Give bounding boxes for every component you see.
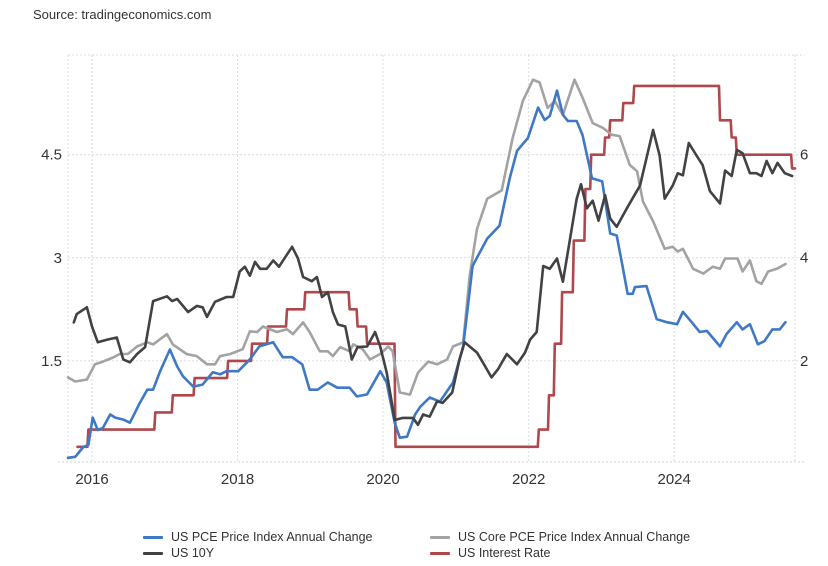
y-right-tick-label: 6 [800, 147, 808, 164]
source-label: Source: tradingeconomics.com [33, 7, 212, 22]
legend-swatch-pce [143, 535, 163, 539]
legend-item-pce[interactable]: US PCE Price Index Annual Change [143, 530, 373, 544]
series-line-us-pce-price-index-annual-change [66, 89, 787, 460]
x-tick-label: 2018 [221, 471, 254, 488]
axes: 1.5 3 4.5 2 4 6 2016 2018 2020 2022 2024 [41, 147, 808, 488]
legend-label: US Core PCE Price Index Annual Change [458, 530, 691, 544]
grid [67, 54, 805, 462]
y-left-tick-label: 4.5 [41, 147, 62, 164]
x-tick-label: 2022 [512, 471, 545, 488]
legend-label: US Interest Rate [458, 546, 551, 560]
legend-swatch-core-pce [430, 535, 450, 539]
legend-item-interest-rate[interactable]: US Interest Rate [430, 546, 550, 560]
x-tick-label: 2024 [658, 471, 691, 488]
legend-item-10y[interactable]: US 10Y [143, 546, 214, 560]
y-left-tick-label: 1.5 [41, 353, 62, 370]
y-right-tick-label: 4 [800, 250, 808, 267]
y-right-tick-label: 2 [800, 353, 808, 370]
x-tick-label: 2016 [75, 471, 108, 488]
series-line-us-core-pce-price-index-annual-change [66, 78, 787, 396]
legend-item-core-pce[interactable]: US Core PCE Price Index Annual Change [430, 530, 690, 544]
legend-label: US PCE Price Index Annual Change [171, 530, 373, 544]
x-tick-label: 2020 [366, 471, 399, 488]
legend-label: US 10Y [171, 546, 215, 560]
legend-swatch-10y [143, 551, 163, 555]
series-lines [66, 78, 797, 460]
series-line-us-10y [72, 128, 794, 427]
legend-swatch-interest-rate [430, 551, 450, 555]
series-line-us-interest-rate [76, 84, 797, 449]
y-left-tick-label: 3 [54, 250, 62, 267]
